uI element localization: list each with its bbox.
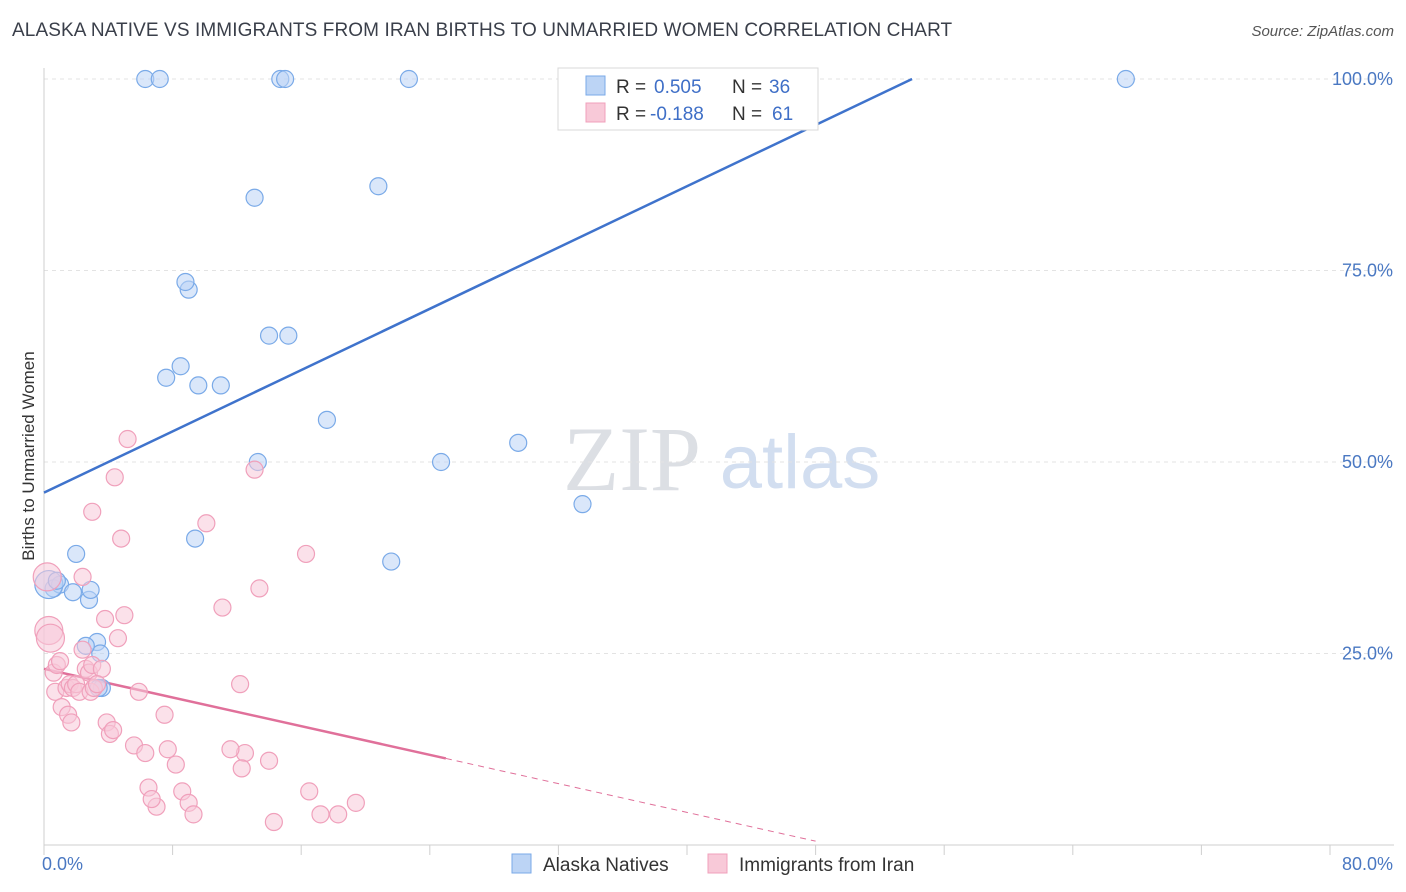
point-series-1-31 <box>136 743 155 763</box>
point-series-1-54 <box>264 812 283 832</box>
point-series-0-4 <box>399 69 419 89</box>
point-series-1-51 <box>300 782 319 801</box>
point-series-1-47 <box>245 460 264 479</box>
trend-lines <box>43 77 913 842</box>
point-series-1-60 <box>73 567 92 587</box>
point-series-1-53 <box>346 793 365 812</box>
point-series-0-20 <box>259 326 279 345</box>
legend-r-value-1: 0.505 <box>654 77 702 98</box>
point-series-1-48 <box>250 579 269 598</box>
point-series-1-6 <box>50 652 70 671</box>
y-tick-label-0: 25.0% <box>1342 644 1393 664</box>
x-tick-label-0: 0.0% <box>42 854 83 874</box>
point-series-0-15 <box>171 357 190 376</box>
y-tick-labels: 25.0% 50.0% 75.0% 100.0% <box>1332 69 1393 664</box>
chart-title: ALASKA NATIVE VS IMMIGRANTS FROM IRAN BI… <box>12 20 953 41</box>
trend-line-extension-1 <box>445 757 816 842</box>
point-series-0-22 <box>186 529 205 548</box>
point-series-0-16 <box>157 368 176 387</box>
point-series-1-36 <box>158 740 177 759</box>
x-tick-label-1: 80.0% <box>1342 854 1393 874</box>
point-series-1-26 <box>95 609 115 629</box>
chart-source: Source: ZipAtlas.com <box>1251 23 1394 40</box>
bottom-legend-label-immigrants-from-iran: Immigrants from Iran <box>739 855 914 876</box>
point-series-1-2 <box>35 623 66 653</box>
watermark-zip: ZIP <box>563 408 701 510</box>
point-series-1-21 <box>92 659 111 678</box>
point-series-0-17 <box>189 376 208 395</box>
point-series-0-13 <box>509 433 528 452</box>
data-points <box>32 69 1135 832</box>
legend-r-label-2: R = <box>616 104 646 125</box>
point-series-0-14 <box>573 495 592 514</box>
point-series-1-41 <box>197 514 216 533</box>
point-series-1-55 <box>311 805 330 824</box>
point-series-1-15 <box>73 640 92 659</box>
point-series-1-46 <box>232 759 251 778</box>
correlation-legend: R = 0.505 N = 36 R = -0.188 N = 61 <box>557 67 819 131</box>
point-series-1-35 <box>155 705 174 724</box>
point-series-0-1 <box>150 69 169 89</box>
y-tick-label-3: 100.0% <box>1332 69 1393 89</box>
point-series-1-43 <box>231 675 250 694</box>
point-series-0-28 <box>81 580 100 600</box>
point-series-0-6 <box>369 177 388 196</box>
gridlines <box>44 78 1394 654</box>
point-series-1-52 <box>329 805 348 824</box>
point-series-1-50 <box>296 544 316 564</box>
legend-n-value-1: 36 <box>769 77 790 98</box>
point-series-1-45 <box>221 740 240 759</box>
point-series-1-37 <box>166 755 185 774</box>
trend-line-1 <box>43 667 447 760</box>
series-legend: Alaska Natives Immigrants from Iran <box>511 853 914 876</box>
legend-r-label-1: R = <box>616 77 646 98</box>
point-series-1-30 <box>129 682 148 701</box>
point-series-0-26 <box>63 583 83 602</box>
trend-line-0 <box>43 77 913 494</box>
point-series-1-25 <box>104 720 123 740</box>
legend-swatch-alaska-natives <box>585 75 606 96</box>
point-series-1-28 <box>115 606 134 625</box>
point-series-0-5 <box>1116 69 1135 89</box>
bottom-legend-swatch-alaska-natives <box>511 853 532 874</box>
point-series-1-12 <box>62 713 81 732</box>
point-series-1-56 <box>118 429 137 449</box>
point-series-0-10 <box>317 410 337 429</box>
legend-r-value-2: -0.188 <box>650 104 704 125</box>
point-series-0-3 <box>276 69 295 89</box>
legend-n-value-2: 61 <box>772 104 793 125</box>
axes <box>43 68 1394 855</box>
legend-n-label-2: N = <box>732 104 762 125</box>
point-series-1-58 <box>83 502 102 521</box>
legend-n-label-1: N = <box>732 77 762 98</box>
point-series-1-40 <box>184 805 203 824</box>
point-series-0-23 <box>67 544 86 564</box>
bottom-legend-swatch-immigrants-from-iran <box>707 853 728 874</box>
point-series-1-27 <box>108 629 128 648</box>
point-series-1-0 <box>32 562 62 592</box>
point-series-1-22 <box>87 675 107 694</box>
bottom-legend-label-alaska-natives: Alaska Natives <box>543 855 669 876</box>
point-series-0-19 <box>279 326 298 345</box>
point-series-0-12 <box>431 452 451 472</box>
point-series-0-21 <box>382 552 401 571</box>
point-series-0-9 <box>176 272 195 292</box>
legend-swatch-immigrants-from-iran <box>585 102 606 123</box>
y-tick-label-2: 75.0% <box>1342 261 1393 281</box>
y-tick-label-1: 50.0% <box>1342 452 1393 472</box>
x-tick-labels: 0.0% 80.0% <box>42 854 1393 874</box>
point-series-1-57 <box>105 468 124 487</box>
point-series-1-34 <box>142 789 161 809</box>
point-series-0-7 <box>245 188 264 207</box>
y-axis-label: Births to Unmarried Women <box>19 351 38 560</box>
point-series-0-18 <box>211 376 230 395</box>
point-series-1-49 <box>259 751 279 770</box>
point-series-1-42 <box>213 598 232 617</box>
point-series-1-59 <box>112 529 131 548</box>
